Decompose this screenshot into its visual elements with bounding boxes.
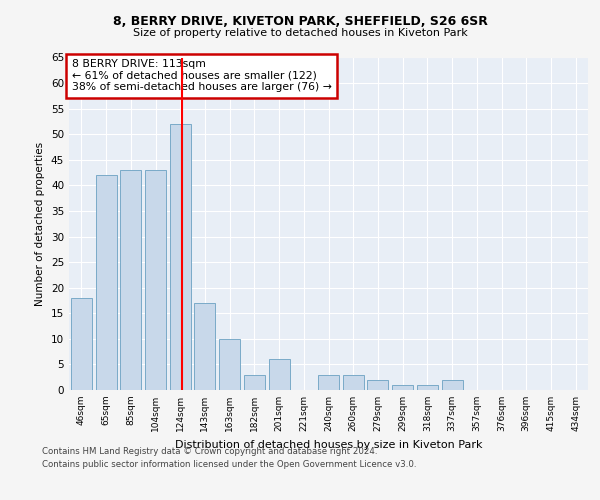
Text: 8 BERRY DRIVE: 113sqm
← 61% of detached houses are smaller (122)
38% of semi-det: 8 BERRY DRIVE: 113sqm ← 61% of detached … [71, 59, 331, 92]
X-axis label: Distribution of detached houses by size in Kiveton Park: Distribution of detached houses by size … [175, 440, 482, 450]
Bar [170, 124, 191, 390]
Bar [269, 360, 290, 390]
Bar [318, 374, 339, 390]
Text: Size of property relative to detached houses in Kiveton Park: Size of property relative to detached ho… [133, 28, 467, 38]
Bar [367, 380, 388, 390]
Bar [71, 298, 92, 390]
Bar [219, 339, 240, 390]
Bar [244, 374, 265, 390]
Bar [442, 380, 463, 390]
Bar [120, 170, 141, 390]
Bar [417, 385, 438, 390]
Bar [392, 385, 413, 390]
Text: Contains public sector information licensed under the Open Government Licence v3: Contains public sector information licen… [42, 460, 416, 469]
Bar [95, 175, 116, 390]
Y-axis label: Number of detached properties: Number of detached properties [35, 142, 46, 306]
Bar [145, 170, 166, 390]
Text: Contains HM Land Registry data © Crown copyright and database right 2024.: Contains HM Land Registry data © Crown c… [42, 448, 377, 456]
Bar [194, 303, 215, 390]
Text: 8, BERRY DRIVE, KIVETON PARK, SHEFFIELD, S26 6SR: 8, BERRY DRIVE, KIVETON PARK, SHEFFIELD,… [113, 15, 487, 28]
Bar [343, 374, 364, 390]
